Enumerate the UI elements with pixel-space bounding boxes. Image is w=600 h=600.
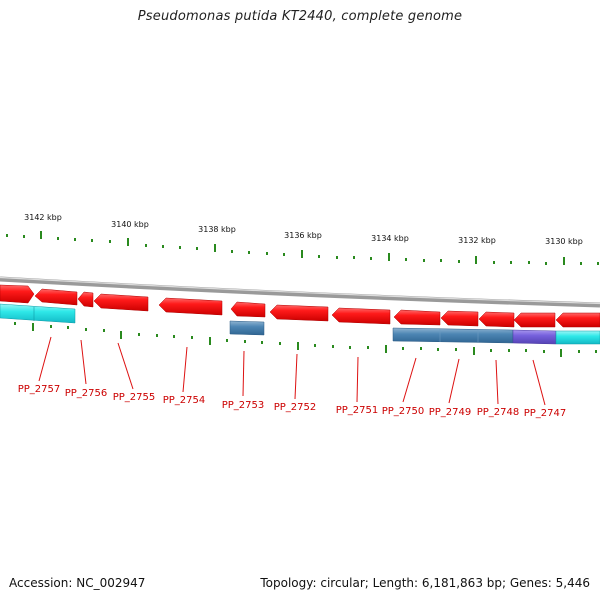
scale-label-3142: 3142 kbp: [24, 213, 62, 222]
scale-label-3132: 3132 kbp: [458, 236, 496, 245]
map-title: Pseudomonas putida KT2440, complete geno…: [137, 9, 463, 24]
gene-arrow-next[interactable]: [555, 312, 600, 328]
gene-arrow-pp2752[interactable]: [269, 304, 329, 322]
gene-arrow-pp2747[interactable]: [513, 312, 556, 328]
inner-scale-ticks: [14, 322, 597, 357]
gene-arrow-pp2755[interactable]: [93, 293, 149, 312]
gene-arrow-pp2753[interactable]: [230, 301, 266, 318]
scale-label-3138: 3138 kbp: [198, 225, 236, 234]
feature-track: [0, 303, 600, 345]
feature-block-blue-long[interactable]: [392, 327, 514, 344]
gene-label-pp2751[interactable]: PP_2751: [336, 405, 379, 416]
gene-label-pp2750[interactable]: PP_2750: [382, 406, 425, 417]
gene-label-pp2747[interactable]: PP_2747: [524, 408, 567, 419]
accession-text: Accession: NC_002947: [9, 576, 146, 590]
genome-backbone-highlight: [0, 276, 600, 305]
feature-block-blue-small[interactable]: [229, 320, 265, 336]
gene-label-pp2753[interactable]: PP_2753: [222, 400, 265, 411]
genome-summary-text: Topology: circular; Length: 6,181,863 bp…: [260, 576, 590, 590]
gene-label-pp2756[interactable]: PP_2756: [65, 388, 108, 399]
scale-label-3134: 3134 kbp: [371, 234, 409, 243]
feature-block-cyan-right[interactable]: [555, 330, 600, 345]
label-leader-lines: [38, 336, 546, 406]
outer-scale-ticks: [6, 231, 599, 265]
gene-track: [0, 284, 600, 328]
gene-label-pp2748[interactable]: PP_2748: [477, 407, 520, 418]
gene-label-pp2752[interactable]: PP_2752: [274, 402, 317, 413]
feature-block-purple[interactable]: [512, 329, 557, 345]
genome-backbone: [0, 276, 600, 308]
feature-block-cyan-left[interactable]: [0, 303, 76, 324]
gene-arrow-pp2751[interactable]: [331, 307, 391, 325]
gene-arrow-pp2757[interactable]: [34, 288, 78, 306]
gene-label-pp2754[interactable]: PP_2754: [163, 395, 206, 406]
scale-label-3130: 3130 kbp: [545, 237, 583, 246]
gene-arrow-pp2754[interactable]: [158, 297, 223, 316]
gene-arrow-pp2748[interactable]: [478, 311, 515, 328]
gene-arrow-partial[interactable]: [0, 284, 35, 304]
gene-arrow-pp2749[interactable]: [440, 310, 479, 327]
gene-label-pp2757[interactable]: PP_2757: [18, 384, 61, 395]
gene-label-pp2755[interactable]: PP_2755: [113, 392, 156, 403]
gene-arrow-pp2750[interactable]: [393, 309, 441, 326]
gene-label-pp2749[interactable]: PP_2749: [429, 407, 472, 418]
gene-arrow-pp2756[interactable]: [77, 291, 94, 308]
scale-label-3136: 3136 kbp: [284, 231, 322, 240]
scale-label-3140: 3140 kbp: [111, 220, 149, 229]
